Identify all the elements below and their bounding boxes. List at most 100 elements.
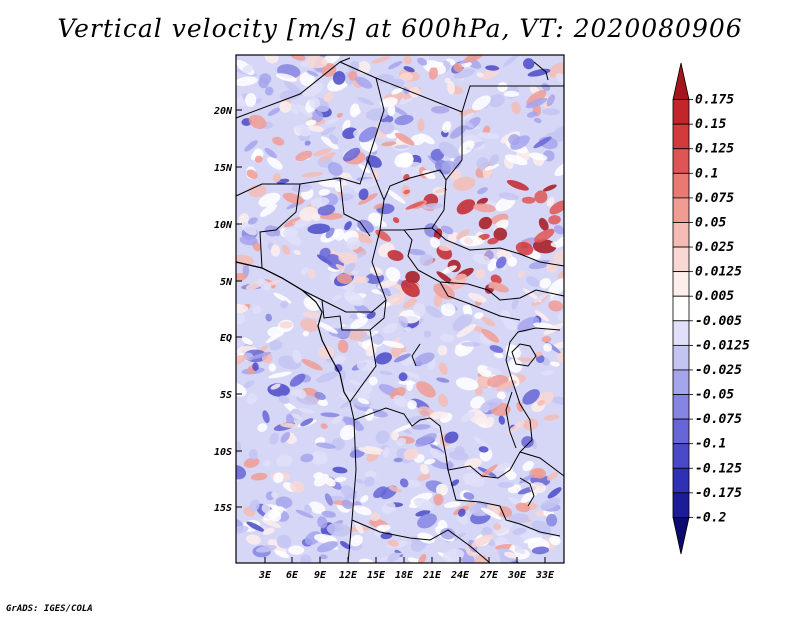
velocity-cell [549, 361, 560, 367]
velocity-cell [450, 479, 460, 487]
velocity-cell [334, 476, 347, 483]
velocity-cell [338, 252, 358, 265]
velocity-cell [318, 188, 331, 196]
colorbar-swatch [672, 197, 690, 223]
velocity-cell [257, 423, 268, 432]
velocity-cell [463, 492, 475, 500]
velocity-cell [325, 117, 340, 125]
velocity-cell [481, 316, 496, 327]
lon-label: 33E [535, 570, 555, 581]
velocity-cell [279, 90, 301, 101]
velocity-cell [504, 154, 528, 166]
velocity-cell [326, 522, 351, 537]
velocity-cell [385, 267, 401, 282]
velocity-cell [517, 357, 536, 362]
longitude-axis: 3E 6E 9E 12E 15E 18E 21E 24E 27E 30E 33E [258, 557, 555, 581]
velocity-cell [236, 273, 248, 283]
velocity-cell [289, 373, 306, 387]
velocity-cell [541, 370, 554, 376]
velocity-cell [528, 152, 548, 161]
velocity-cell [309, 97, 321, 109]
velocity-cell [262, 410, 270, 424]
velocity-cell [368, 212, 383, 227]
velocity-cell [297, 390, 307, 399]
colorbar-swatch [672, 467, 690, 494]
velocity-cell [319, 247, 331, 259]
velocity-cell [300, 266, 309, 276]
velocity-cell [307, 268, 316, 280]
velocity-cell [406, 379, 414, 391]
velocity-cell [376, 74, 395, 84]
velocity-cell [438, 244, 452, 252]
velocity-cell [373, 486, 388, 499]
velocity-cell [502, 55, 521, 67]
velocity-cell [296, 103, 313, 118]
velocity-cell [417, 118, 425, 132]
velocity-cell [259, 203, 278, 217]
velocity-cell [537, 399, 545, 406]
velocity-cell [402, 298, 417, 309]
velocity-cell [300, 453, 314, 463]
velocity-cell [394, 337, 401, 343]
velocity-cell [430, 61, 444, 68]
velocity-cell [248, 114, 267, 129]
velocity-cell [417, 473, 431, 481]
velocity-cell [546, 94, 555, 107]
velocity-cell [508, 513, 529, 524]
velocity-cell [387, 552, 400, 562]
velocity-cell [424, 416, 441, 430]
velocity-cell [454, 446, 465, 456]
velocity-cell [456, 229, 470, 240]
velocity-cell [554, 162, 564, 177]
velocity-cell [543, 184, 557, 192]
velocity-cell [428, 66, 438, 80]
latitude-axis: 20N 15N 10N 5N EQ 5S 10S 15S [213, 106, 242, 514]
velocity-cell [469, 503, 488, 517]
velocity-cell [413, 497, 434, 511]
velocity-cell [255, 544, 277, 553]
velocity-cell [453, 62, 463, 73]
velocity-cell [456, 199, 476, 215]
colorbar-label: -0.075 [695, 412, 742, 427]
velocity-cell [263, 506, 284, 521]
velocity-cell [391, 430, 399, 441]
velocity-cell [455, 377, 479, 391]
velocity-cell [508, 358, 523, 373]
vertical-velocity-field [236, 55, 564, 563]
velocity-cell [449, 168, 462, 181]
velocity-cell [466, 501, 475, 508]
velocity-cell [498, 192, 519, 201]
velocity-cell [522, 389, 540, 405]
velocity-cell [291, 413, 303, 420]
colorbar-swatch [672, 295, 690, 322]
velocity-cell [261, 518, 281, 528]
velocity-cell [415, 433, 437, 447]
velocity-cell [364, 470, 377, 479]
velocity-cell [274, 550, 290, 559]
velocity-cell [299, 72, 315, 87]
velocity-cell [538, 217, 549, 231]
velocity-cell [493, 227, 508, 241]
velocity-cell [458, 140, 475, 155]
velocity-cell [423, 458, 436, 465]
velocity-cell [279, 100, 292, 113]
velocity-cell [498, 415, 506, 425]
velocity-cell [541, 108, 560, 116]
velocity-cell [457, 508, 466, 517]
velocity-cell [382, 446, 390, 458]
velocity-cell [424, 305, 443, 319]
velocity-cell [396, 437, 407, 446]
velocity-cell [392, 217, 400, 224]
velocity-cell [433, 283, 455, 300]
velocity-cell [252, 362, 259, 371]
velocity-cell [290, 480, 305, 493]
velocity-cell [459, 235, 483, 247]
velocity-cell [553, 225, 564, 235]
velocity-cell [493, 518, 514, 535]
velocity-cell [315, 442, 336, 449]
lon-label: 27E [479, 570, 499, 581]
velocity-cell [390, 78, 405, 89]
velocity-cell [268, 371, 292, 379]
velocity-cell [506, 420, 527, 435]
velocity-cell [531, 520, 551, 535]
